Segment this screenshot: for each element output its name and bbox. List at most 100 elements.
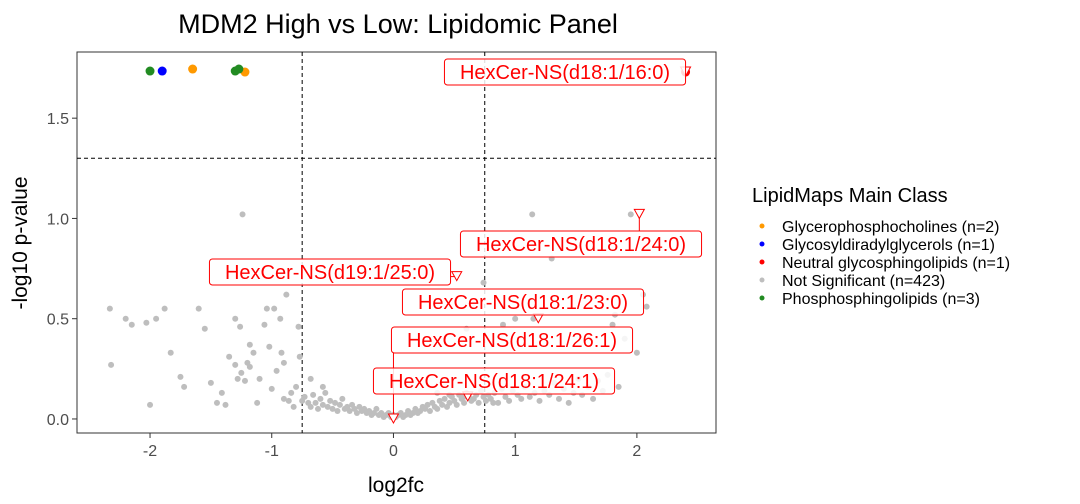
annotation-box — [459, 230, 703, 258]
point-not-significant — [453, 401, 460, 408]
point-not-significant — [288, 389, 295, 396]
point-not-significant — [475, 399, 482, 406]
point-not-significant — [301, 393, 308, 400]
annotation-box — [443, 58, 687, 86]
point-phosphosphingolipids — [234, 64, 244, 74]
point-not-significant — [271, 305, 278, 312]
point-not-significant — [327, 397, 334, 404]
legend-title: LipidMaps Main Class — [752, 185, 948, 207]
point-not-significant — [222, 401, 229, 408]
point-not-significant — [207, 379, 214, 386]
plot-area: HexCer-NS(d18:1/16:0) HexCer-NS(d19:1/25:… — [76, 51, 717, 434]
point-not-significant — [590, 395, 597, 402]
point-not-significant — [295, 323, 302, 330]
point-not-significant — [334, 407, 341, 414]
point-not-significant — [263, 305, 270, 312]
chart-title: MDM2 High vs Low: Lipidomic Panel — [178, 9, 618, 39]
point-not-significant — [353, 409, 360, 416]
point-not-significant — [461, 399, 468, 406]
point-glycosyldiradylglycerols — [157, 66, 167, 76]
x-tick-label: -2 — [143, 443, 157, 460]
point-not-significant — [246, 341, 253, 348]
point-not-significant — [339, 395, 346, 402]
point-not-significant — [434, 405, 441, 412]
point-not-significant — [195, 305, 202, 312]
point-not-significant — [424, 401, 431, 408]
point-not-significant — [128, 321, 135, 328]
point-not-significant — [518, 395, 525, 402]
x-tick-label: 0 — [389, 443, 398, 460]
point-not-significant — [254, 399, 261, 406]
point-not-significant — [201, 325, 208, 332]
annotation-label: HexCer-NS(d19:1/25:0) — [225, 262, 435, 284]
point-not-significant — [319, 383, 326, 390]
legend-label: Glycosyldiradylglycerols (n=1) — [782, 237, 995, 254]
legend-label: Not Significant (n=423) — [782, 273, 945, 290]
point-not-significant — [261, 321, 268, 328]
annotation-label: HexCer-NS(d18:1/23:0) — [418, 292, 628, 314]
point-not-significant — [239, 211, 246, 218]
y-tick-label: 1.0 — [47, 211, 69, 228]
point-not-significant — [633, 349, 640, 356]
point-not-significant — [147, 401, 154, 408]
annotation-label: HexCer-NS(d18:1/24:0) — [476, 234, 686, 256]
point-not-significant — [213, 399, 220, 406]
point-not-significant — [241, 377, 248, 384]
point-not-significant — [439, 401, 446, 408]
annotation-label: HexCer-NS(d18:1/26:1) — [407, 330, 617, 352]
legend-swatch — [759, 241, 765, 247]
point-not-significant — [314, 405, 321, 412]
x-tick-label: 1 — [511, 443, 520, 460]
point-not-significant — [307, 375, 314, 382]
point-not-significant — [526, 393, 533, 400]
point-not-significant — [426, 407, 433, 414]
point-not-significant — [280, 395, 287, 402]
annotation-label: HexCer-NS(d18:1/16:0) — [460, 62, 670, 84]
point-not-significant — [609, 321, 616, 328]
point-not-significant — [506, 397, 513, 404]
x-tick-label: -1 — [265, 443, 279, 460]
point-not-significant — [285, 397, 292, 404]
point-not-significant — [108, 361, 115, 368]
point-not-significant — [310, 391, 317, 398]
point-not-significant — [495, 399, 502, 406]
point-not-significant — [273, 367, 280, 374]
point-not-significant — [250, 349, 257, 356]
point-not-significant — [280, 359, 287, 366]
point-not-significant — [237, 323, 244, 330]
point-not-significant — [329, 405, 336, 412]
point-not-significant — [226, 353, 233, 360]
point-not-significant — [322, 389, 329, 396]
point-not-significant — [512, 315, 519, 322]
y-tick-label: 1.5 — [47, 111, 69, 128]
point-not-significant — [290, 403, 297, 410]
point-not-significant — [336, 401, 343, 408]
legend-swatch — [759, 295, 765, 301]
point-not-significant — [529, 211, 536, 218]
point-not-significant — [643, 303, 650, 310]
point-not-significant — [232, 315, 239, 322]
point-not-significant — [234, 375, 241, 382]
point-phosphosphingolipids — [145, 66, 155, 76]
legend-label: Glycerophosphocholines (n=2) — [782, 219, 999, 236]
annotation-label: HexCer-NS(d18:1/24:1) — [389, 371, 599, 393]
point-not-significant — [268, 385, 275, 392]
annotation-marker — [450, 271, 463, 282]
annotation-marker — [387, 413, 400, 424]
legend-swatch — [759, 259, 765, 265]
x-axis-title: log2fc — [368, 474, 424, 497]
point-not-significant — [555, 395, 562, 402]
point-not-significant — [615, 383, 622, 390]
point-not-significant — [627, 211, 634, 218]
legend-swatch — [759, 223, 765, 229]
point-not-significant — [181, 383, 188, 390]
point-not-significant — [307, 403, 314, 410]
point-not-significant — [332, 399, 339, 406]
legend-label: Neutral glycosphingolipids (n=1) — [782, 255, 1010, 272]
annotation-box — [208, 258, 452, 286]
point-not-significant — [232, 361, 239, 368]
point-not-significant — [480, 279, 487, 286]
point-not-significant — [143, 319, 150, 326]
y-tick-label: 0.5 — [47, 312, 69, 329]
